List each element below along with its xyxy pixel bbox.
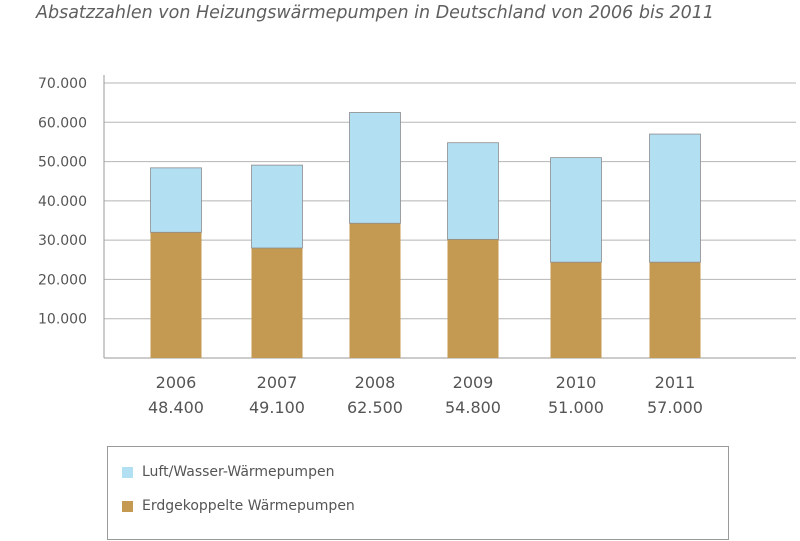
x-tick-label: 2008 [355, 373, 396, 392]
bar-total-label: 51.000 [548, 398, 604, 417]
chart-title: Absatzzahlen von Heizungswärmepumpen in … [36, 3, 715, 23]
legend-label-luft-wasser: Luft/Wasser-Wärmepumpen [142, 464, 335, 480]
y-tick-label: 70.000 [38, 76, 87, 92]
bar-segment [649, 262, 701, 358]
y-tick-label: 30.000 [38, 233, 87, 249]
bar-segment [251, 164, 303, 249]
bar-segment [150, 232, 202, 358]
bar-segment [447, 142, 499, 240]
bar-segment [150, 167, 202, 233]
bar-total-label: 62.500 [347, 398, 403, 417]
legend-label-erdgekoppelt: Erdgekoppelte Wärmepumpen [142, 498, 355, 514]
bar-segment [251, 248, 303, 358]
bar-total-label: 49.100 [249, 398, 305, 417]
bar-segment [447, 239, 499, 358]
x-tick-label: 2010 [556, 373, 597, 392]
x-tick-label: 2009 [453, 373, 494, 392]
x-tick-label: 2011 [655, 373, 696, 392]
legend-item-luft-wasser: Luft/Wasser-Wärmepumpen [122, 464, 334, 480]
chart-legend: Luft/Wasser-Wärmepumpen Erdgekoppelte Wä… [107, 446, 729, 540]
bar-segment [349, 223, 401, 358]
x-tick-label: 2006 [156, 373, 197, 392]
x-tick-label: 2007 [257, 373, 298, 392]
bar-segment [550, 262, 602, 358]
y-tick-label: 60.000 [38, 115, 87, 131]
bar-total-label: 54.800 [445, 398, 501, 417]
y-tick-label: 10.000 [38, 312, 87, 328]
y-tick-label: 20.000 [38, 272, 87, 288]
bar-segment [349, 112, 401, 224]
bar-total-label: 57.000 [647, 398, 703, 417]
legend-swatch-erdgekoppelt [122, 500, 133, 512]
legend-swatch-luft-wasser [122, 466, 133, 478]
bar-segment [550, 157, 602, 263]
bar-segment [649, 133, 701, 263]
stacked-bar-chart: 10.000 20.000 30.000 40.000 50.000 60.000 70.0… [38, 75, 796, 417]
y-tick-label: 40.000 [38, 194, 87, 210]
bar-total-label: 48.400 [148, 398, 204, 417]
legend-item-erdgekoppelt: Erdgekoppelte Wärmepumpen [122, 498, 355, 514]
y-tick-label: 50.000 [38, 155, 87, 171]
